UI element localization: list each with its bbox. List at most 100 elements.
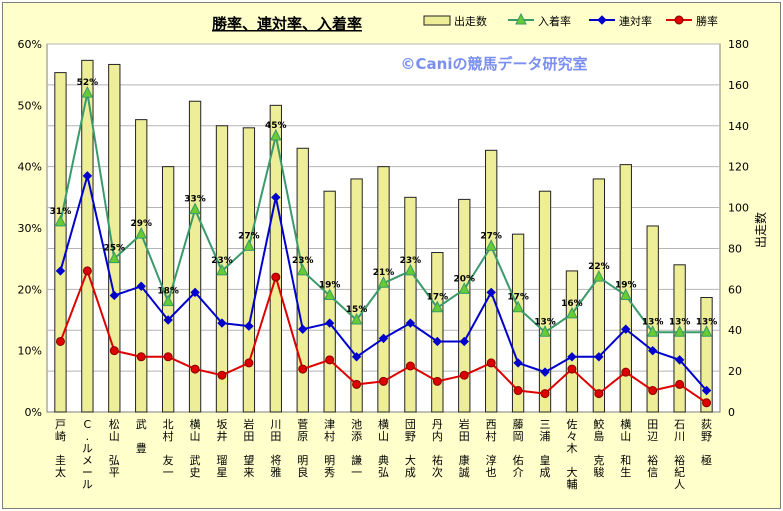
- bar: [404, 196, 417, 413]
- category-char: 将: [270, 454, 281, 467]
- point-marker: [567, 352, 577, 362]
- point-marker: [350, 312, 363, 325]
- data-label: 19%: [319, 280, 341, 290]
- point-marker: [82, 171, 93, 181]
- category-char: 山: [378, 430, 389, 443]
- data-label: 13%: [696, 317, 718, 327]
- point-marker: [244, 358, 254, 368]
- data-label: 45%: [265, 121, 287, 131]
- point-marker: [673, 325, 686, 337]
- legend-swatch-bar: [423, 15, 451, 26]
- point-marker: [162, 294, 174, 307]
- bar: [54, 72, 67, 413]
- point-marker: [486, 287, 496, 298]
- category-char: 川: [270, 418, 281, 431]
- category-char: 野: [701, 430, 712, 443]
- category-char: 田: [647, 418, 658, 431]
- right-axis-tick-label: 160: [728, 79, 749, 92]
- data-label: 33%: [184, 195, 206, 205]
- category-char: 荻: [701, 418, 712, 431]
- category-char: メ: [82, 454, 93, 467]
- category-char: 弘: [109, 454, 120, 467]
- point-marker: [700, 325, 713, 337]
- category-char: 瑠: [216, 454, 227, 467]
- category-char: 添: [351, 429, 362, 443]
- category-char: 横: [378, 417, 389, 431]
- bar: [269, 104, 282, 413]
- data-label: 23%: [211, 256, 233, 266]
- left-axis-tick-label: 10%: [18, 345, 42, 358]
- data-label: 13%: [642, 317, 664, 327]
- category-char: 武: [136, 418, 147, 431]
- category-char: 佐: [566, 417, 577, 431]
- category-char: 来: [243, 466, 254, 479]
- point-marker: [702, 398, 712, 408]
- point-marker: [190, 287, 200, 298]
- category-char: 山: [109, 430, 120, 443]
- point-marker: [648, 386, 658, 396]
- category-char: 祐: [432, 454, 443, 467]
- category-char: 田: [459, 430, 470, 443]
- category-char: 圭: [55, 454, 66, 467]
- point-marker: [458, 282, 471, 294]
- watermark-text: ©Caniの競馬データ研究室: [401, 55, 588, 73]
- point-marker: [298, 364, 308, 374]
- category-char: 輔: [566, 478, 577, 491]
- bar: [511, 233, 525, 413]
- data-label: 20%: [453, 274, 475, 284]
- data-label: 15%: [346, 305, 368, 315]
- bar: [700, 297, 713, 413]
- category-char: 鮫: [593, 417, 604, 431]
- category-char: 田: [270, 430, 281, 443]
- category-char: 成: [405, 466, 416, 479]
- category-char: 極: [701, 453, 712, 467]
- category-char: 秀: [324, 466, 335, 479]
- data-label: 13%: [534, 317, 556, 327]
- category-char: ル: [82, 442, 93, 455]
- point-marker: [621, 367, 631, 377]
- category-char: 野: [405, 430, 416, 443]
- category-char: 武: [190, 454, 201, 467]
- point-marker: [485, 239, 497, 251]
- series-triangle: 31% 52% 25% 29% 18% 33% 23% 27% 45% 23% 19% 15% 21% 2…: [50, 78, 718, 337]
- point-marker: [459, 336, 469, 347]
- data-label: 52%: [77, 78, 99, 88]
- category-char: ル: [82, 478, 93, 491]
- category-char: 裕: [647, 454, 658, 467]
- left-axis-tick-label: 30%: [18, 222, 42, 235]
- point-marker: [540, 367, 550, 377]
- point-marker: [432, 376, 442, 386]
- bar: [565, 270, 579, 413]
- point-marker: [404, 263, 417, 276]
- point-marker: [216, 263, 228, 276]
- legend-label: 連対率: [619, 14, 652, 28]
- point-marker: [593, 269, 605, 282]
- category-char: 村: [486, 429, 497, 443]
- legend-label: 出走数: [454, 14, 487, 28]
- point-marker: [82, 266, 92, 276]
- data-label: 21%: [373, 268, 395, 278]
- point-marker: [405, 318, 416, 328]
- bar: [108, 63, 121, 413]
- point-marker: [377, 276, 390, 288]
- point-marker: [81, 85, 94, 98]
- bar: [296, 147, 309, 413]
- point-marker: [109, 346, 119, 356]
- right-axis-tick-label: 100: [728, 202, 749, 215]
- category-char: 木: [566, 442, 577, 455]
- data-label: 13%: [669, 317, 691, 327]
- point-marker: [163, 352, 173, 362]
- category-char: 一: [163, 466, 174, 479]
- bar: [350, 178, 363, 413]
- bar: [646, 225, 659, 413]
- point-marker: [270, 128, 282, 141]
- category-char: 人: [674, 478, 685, 491]
- legend-label: 勝率: [696, 14, 718, 28]
- category-char: 丹: [432, 418, 443, 431]
